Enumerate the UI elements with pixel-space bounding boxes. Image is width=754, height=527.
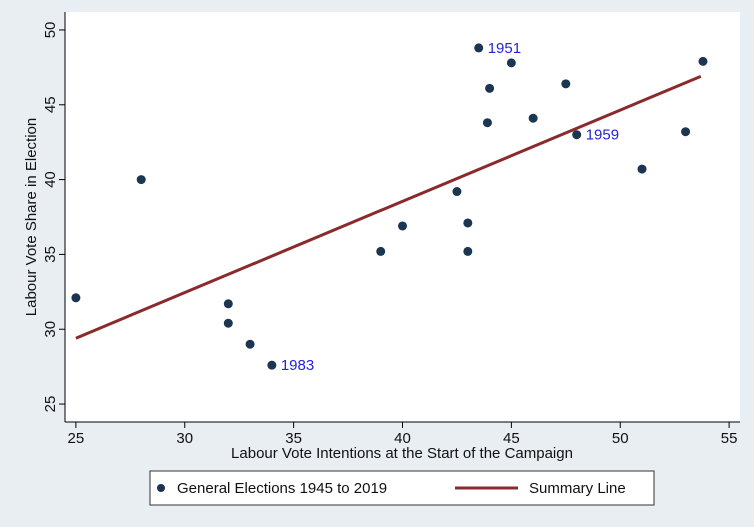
data-point <box>506 58 516 68</box>
legend-marker-points <box>157 484 165 492</box>
y-tick-label: 40 <box>42 171 59 188</box>
data-point <box>223 299 233 309</box>
x-tick-label: 35 <box>285 430 302 447</box>
y-tick-label: 50 <box>42 22 59 39</box>
data-point <box>245 339 255 349</box>
data-point <box>136 175 146 185</box>
data-point <box>561 79 571 89</box>
x-tick-label: 25 <box>68 430 85 447</box>
annotation-label: 1983 <box>281 357 314 374</box>
data-point <box>482 118 492 128</box>
x-tick-label: 55 <box>721 430 738 447</box>
data-point <box>376 246 386 256</box>
legend-box <box>149 470 655 506</box>
y-tick-label: 25 <box>42 396 59 413</box>
x-axis-label: Labour Vote Intentions at the Start of t… <box>231 445 573 462</box>
data-point <box>474 43 484 53</box>
legend-label-points: General Elections 1945 to 2019 <box>177 480 387 497</box>
data-point <box>267 360 277 370</box>
data-point <box>637 164 647 174</box>
x-axis-ticks: 25 30 35 40 45 50 55 <box>68 422 738 447</box>
legend: General Elections 1945 to 2019 Summary L… <box>149 470 655 506</box>
x-tick-label: 40 <box>394 430 411 447</box>
x-tick-label: 45 <box>503 430 520 447</box>
legend-label-line: Summary Line <box>529 480 626 497</box>
data-point <box>698 56 708 66</box>
data-point <box>452 187 462 197</box>
y-axis-ticks: 25 30 35 40 45 50 <box>42 22 65 413</box>
x-tick-label: 50 <box>612 430 629 447</box>
y-tick-label: 35 <box>42 246 59 263</box>
data-point <box>463 246 473 256</box>
data-points <box>71 43 708 370</box>
plot-area <box>65 12 740 422</box>
data-point <box>398 221 407 231</box>
data-point <box>572 130 582 140</box>
y-tick-label: 30 <box>42 321 59 338</box>
x-tick-label: 30 <box>176 430 193 447</box>
annotation-label: 1959 <box>586 127 619 144</box>
annotations: 1951 1959 1983 <box>281 40 619 374</box>
data-point <box>528 113 538 123</box>
y-tick-label: 45 <box>42 96 59 113</box>
annotation-label: 1951 <box>488 40 521 57</box>
data-point <box>485 83 495 93</box>
y-axis-label: Labour Vote Share in Election <box>23 118 40 316</box>
data-point <box>463 218 473 228</box>
data-point <box>71 293 81 303</box>
data-point <box>223 318 233 328</box>
data-point <box>681 127 691 137</box>
summary-line <box>75 74 702 340</box>
